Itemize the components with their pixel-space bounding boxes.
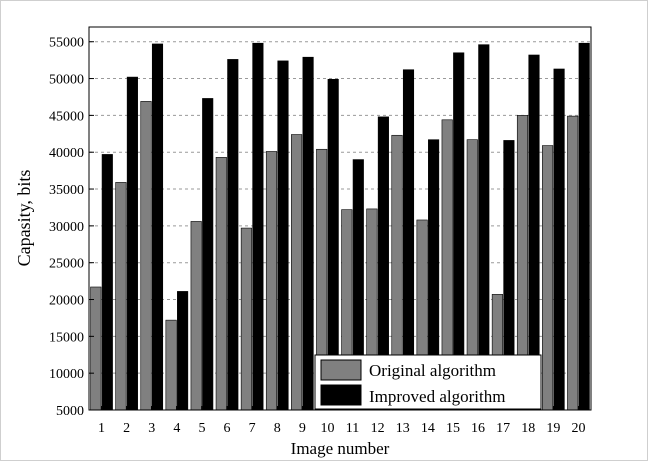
bar-improved — [126, 76, 138, 411]
plot-area — [88, 26, 592, 411]
bar-original — [240, 227, 252, 411]
legend: Original algorithm Improved algorithm — [314, 354, 542, 410]
x-tick-label: 14 — [421, 421, 435, 436]
y-tick-label: 20000 — [49, 294, 84, 309]
x-tick-label: 19 — [546, 421, 560, 436]
x-tick-label: 15 — [446, 421, 460, 436]
x-tick-label: 2 — [123, 421, 130, 436]
y-tick-label: 15000 — [49, 330, 84, 345]
legend-swatch-improved — [320, 384, 362, 406]
y-tick-label: 5000 — [56, 404, 84, 419]
bar-original — [190, 221, 202, 411]
x-tick-label: 7 — [249, 421, 256, 436]
bar-improved — [277, 60, 289, 411]
x-tick-label: 13 — [396, 421, 410, 436]
x-tick-label: 6 — [224, 421, 231, 436]
x-tick-label: 3 — [148, 421, 155, 436]
bar-improved — [553, 68, 565, 411]
grid-lines — [89, 41, 591, 374]
bar-improved — [202, 98, 214, 411]
x-axis: 1 2 3 4 5 6 7 8 9 10 11 12 13 14 15 16 17 18 19 20 — [98, 406, 585, 436]
x-tick-label: 11 — [346, 421, 359, 436]
x-tick-label: 10 — [320, 421, 334, 436]
bar-original — [215, 157, 227, 411]
x-tick-label: 12 — [371, 421, 385, 436]
x-tick-label: 16 — [471, 421, 485, 436]
bar-improved — [302, 56, 314, 411]
bar-improved — [227, 59, 239, 411]
x-tick-label: 4 — [173, 421, 180, 436]
x-tick-label: 8 — [274, 421, 281, 436]
legend-label-improved: Improved algorithm — [369, 387, 505, 406]
x-axis-label: Image number — [291, 439, 390, 458]
bar-original — [291, 134, 303, 411]
bar-improved — [177, 291, 189, 411]
bar-improved — [578, 42, 590, 411]
legend-label-original: Original algorithm — [369, 361, 496, 380]
y-tick-label: 55000 — [49, 36, 84, 51]
bar-original — [140, 101, 152, 411]
y-tick-label: 40000 — [49, 146, 84, 161]
y-tick-label: 35000 — [49, 183, 84, 198]
x-tick-label: 17 — [496, 421, 510, 436]
y-tick-label: 50000 — [49, 73, 84, 88]
x-tick-label: 5 — [198, 421, 205, 436]
y-tick-label: 30000 — [49, 220, 84, 235]
bar-improved — [252, 42, 264, 411]
y-axis: 5000 10000 15000 20000 25000 30000 35000 40000 4… — [49, 36, 94, 419]
x-tick-label: 9 — [299, 421, 306, 436]
y-tick-label: 45000 — [49, 109, 84, 124]
x-tick-label: 20 — [571, 421, 585, 436]
bar-improved — [101, 154, 113, 411]
y-axis-label: Capasity, bits — [14, 170, 34, 267]
x-tick-label: 1 — [98, 421, 105, 436]
y-tick-label: 25000 — [49, 257, 84, 272]
bars — [90, 42, 590, 411]
y-tick-label: 10000 — [49, 367, 84, 382]
bar-original — [165, 319, 177, 411]
bar-original — [115, 182, 127, 411]
bar-improved — [151, 43, 164, 411]
legend-swatch-original — [320, 359, 362, 381]
bar-original — [567, 115, 579, 411]
bar-original — [542, 145, 554, 411]
x-tick-label: 18 — [521, 421, 535, 436]
bar-original — [90, 286, 102, 411]
bar-original — [265, 151, 278, 411]
